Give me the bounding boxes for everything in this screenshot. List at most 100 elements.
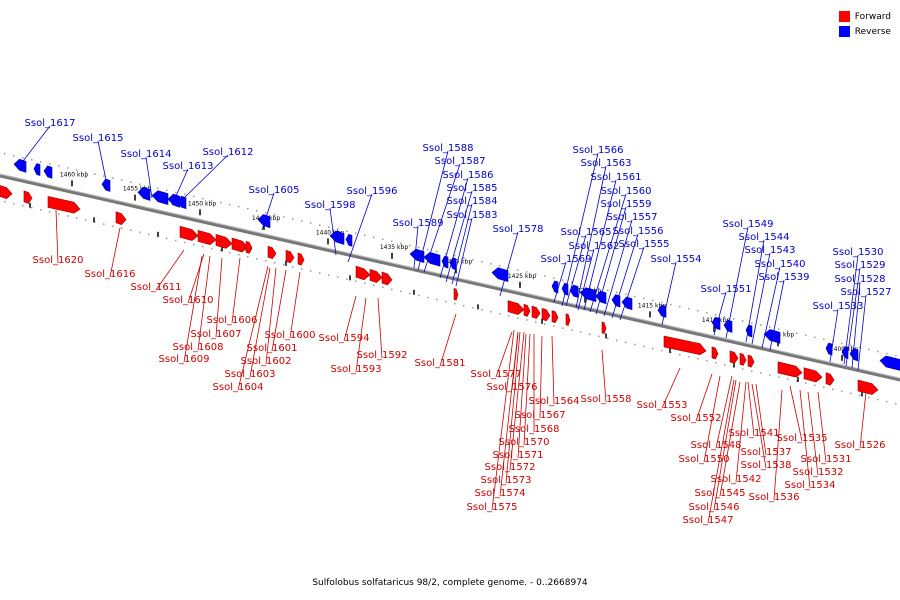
leader-line xyxy=(181,154,229,201)
forward-gene-arrow[interactable] xyxy=(23,190,33,204)
guide-dot xyxy=(715,362,717,364)
reverse-gene-arrow[interactable] xyxy=(137,186,151,201)
guide-dot xyxy=(625,341,627,344)
forward-gene-label: Ssol_1611 xyxy=(131,282,182,293)
forward-gene-arrow[interactable] xyxy=(297,252,305,266)
guide-dot xyxy=(211,247,213,250)
reverse-gene-arrow[interactable] xyxy=(569,284,579,298)
forward-gene-arrow[interactable] xyxy=(551,310,559,324)
forward-gene-arrow[interactable] xyxy=(0,185,13,200)
forward-gene-arrow[interactable] xyxy=(245,240,253,254)
leader-line xyxy=(495,331,513,378)
forward-gene-arrow[interactable] xyxy=(215,234,233,249)
guide-dot xyxy=(598,335,600,338)
guide-dot xyxy=(427,296,429,299)
forward-gene-arrow[interactable] xyxy=(197,229,217,245)
forward-gene-arrow[interactable] xyxy=(507,300,525,315)
guide-dot xyxy=(454,254,456,257)
forward-gene-arrow[interactable] xyxy=(267,245,277,260)
leader-line xyxy=(445,190,473,283)
forward-gene-arrow[interactable] xyxy=(369,268,383,283)
forward-gene-arrow[interactable] xyxy=(729,350,739,364)
reverse-gene-label: Ssol_1556 xyxy=(613,226,664,237)
forward-gene-arrow[interactable] xyxy=(381,271,393,286)
reverse-gene-arrow[interactable] xyxy=(621,296,633,311)
reverse-gene-arrow[interactable] xyxy=(449,257,457,271)
forward-gene-arrow[interactable] xyxy=(803,367,823,383)
guide-dot xyxy=(463,256,465,259)
forward-gene-arrow[interactable] xyxy=(601,321,607,335)
guide-dot xyxy=(67,215,69,217)
forward-gene-arrow[interactable] xyxy=(355,265,371,281)
guide-dot xyxy=(652,347,654,350)
forward-gene-label: Ssol_1581 xyxy=(415,358,466,369)
reverse-gene-arrow[interactable] xyxy=(423,252,441,267)
reverse-gene-arrow[interactable] xyxy=(491,267,509,283)
leader-line xyxy=(707,379,735,524)
forward-gene-arrow[interactable] xyxy=(179,225,199,241)
forward-gene-arrow[interactable] xyxy=(747,354,755,368)
leader-line xyxy=(499,331,519,497)
reverse-gene-arrow[interactable] xyxy=(763,329,781,344)
reverse-gene-arrow[interactable] xyxy=(177,195,187,210)
forward-gene-arrow[interactable] xyxy=(231,237,249,253)
guide-dot xyxy=(877,398,879,401)
reverse-gene-label: Ssol_1557 xyxy=(607,212,658,223)
scale-tick-label: 1430 kbp xyxy=(444,258,472,265)
forward-gene-arrow[interactable] xyxy=(47,196,81,214)
reverse-gene-arrow[interactable] xyxy=(33,163,41,176)
forward-gene-arrow[interactable] xyxy=(857,379,879,395)
reverse-gene-label: Ssol_1589 xyxy=(393,218,444,229)
leader-line xyxy=(171,168,189,206)
guide-dot xyxy=(571,329,573,331)
leader-line xyxy=(417,150,449,271)
guide-dot xyxy=(787,330,789,332)
leader-line xyxy=(755,383,767,456)
forward-gene-arrow[interactable] xyxy=(285,249,295,264)
forward-gene-arrow[interactable] xyxy=(777,361,803,378)
scale-tick-label: 1425 kbp xyxy=(508,273,536,280)
reverse-gene-arrow[interactable] xyxy=(745,324,753,338)
leader-line xyxy=(455,217,473,287)
leader-line xyxy=(769,279,785,351)
guide-dot xyxy=(400,242,402,245)
guide-dot xyxy=(823,338,825,341)
reverse-gene-arrow[interactable] xyxy=(879,355,900,371)
guide-dot xyxy=(121,179,123,181)
reverse-gene-arrow[interactable] xyxy=(345,233,353,247)
guide-dot xyxy=(355,280,357,282)
forward-gene-arrow[interactable] xyxy=(739,352,747,366)
reverse-gene-arrow[interactable] xyxy=(257,214,271,229)
guide-dot xyxy=(256,210,258,212)
reverse-gene-arrow[interactable] xyxy=(151,190,169,205)
scale-tick-label: 1415 kbp xyxy=(638,302,666,309)
leader-line xyxy=(551,335,555,405)
forward-gene-arrow[interactable] xyxy=(711,346,719,360)
reverse-gene-arrow[interactable] xyxy=(441,255,449,269)
guide-dot xyxy=(751,322,753,324)
forward-gene-arrow[interactable] xyxy=(825,372,835,386)
forward-gene-label: Ssol_1535 xyxy=(777,433,828,444)
forward-gene-arrow[interactable] xyxy=(453,287,459,301)
forward-gene-label: Ssol_1548 xyxy=(691,440,742,451)
forward-gene-arrow[interactable] xyxy=(523,303,531,317)
guide-dot xyxy=(337,276,339,278)
reverse-gene-arrow[interactable] xyxy=(43,165,53,179)
forward-gene-arrow[interactable] xyxy=(565,313,571,326)
scale-tick-label: 1455 kbp xyxy=(123,186,151,193)
forward-gene-arrow[interactable] xyxy=(115,211,127,225)
guide-dot xyxy=(346,230,348,232)
forward-gene-label: Ssol_1601 xyxy=(247,343,298,354)
forward-gene-arrow[interactable] xyxy=(663,335,707,355)
reverse-gene-arrow[interactable] xyxy=(101,178,111,192)
guide-dot xyxy=(139,231,141,234)
leader-line xyxy=(517,333,527,459)
reverse-gene-arrow[interactable] xyxy=(13,158,27,173)
guide-dot xyxy=(76,169,78,171)
forward-gene-arrow[interactable] xyxy=(531,305,541,319)
leader-line xyxy=(237,265,269,391)
forward-gene-arrow[interactable] xyxy=(541,307,551,322)
reverse-gene-label: Ssol_1584 xyxy=(447,196,498,207)
guide-dot xyxy=(697,309,699,312)
